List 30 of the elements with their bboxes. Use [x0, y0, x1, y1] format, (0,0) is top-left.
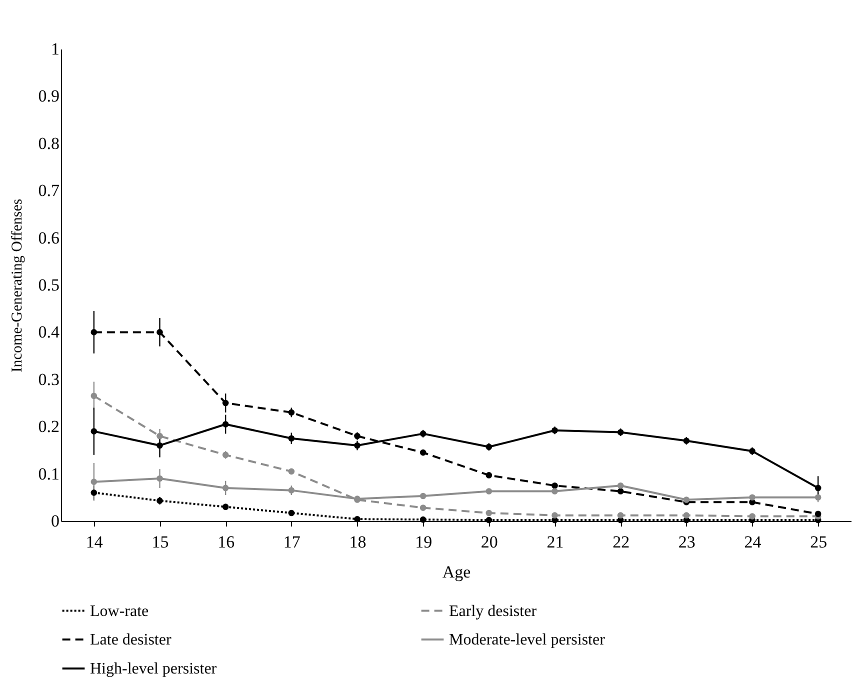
y-tick-label: 0.8 [38, 134, 60, 153]
legend-label: Moderate-level persister [449, 632, 606, 648]
x-tick-label: 18 [349, 532, 366, 552]
y-tick-label: 0.9 [38, 86, 60, 106]
y-tick-label: 0.4 [38, 322, 60, 342]
y-tick-label: 0.3 [38, 370, 60, 389]
y-tick-label: 0.1 [38, 464, 60, 484]
y-tick-label: 0 [51, 512, 60, 530]
y-tick-label: 0.7 [38, 181, 60, 200]
y-tick-label: 1 [51, 40, 60, 58]
x-tick-label: 25 [810, 532, 828, 552]
y-tick-label: 0.5 [38, 276, 60, 294]
x-tick-label: 22 [612, 532, 630, 552]
x-tick-label: 17 [283, 532, 301, 552]
x-tick-label: 23 [678, 532, 696, 552]
legend-label: Low-rate [90, 602, 149, 620]
x-tick-label: 24 [744, 532, 762, 552]
y-tick-label: 0.6 [38, 228, 60, 248]
x-tick-label: 21 [546, 532, 564, 552]
y-axis-title: Income-Generating Offenses [9, 198, 26, 372]
x-tick-label: 19 [415, 532, 432, 552]
x-axis-title: Age [442, 562, 471, 582]
x-tick-label: 20 [480, 532, 498, 552]
x-tick-label: 14 [86, 532, 104, 552]
legend-label: Early desister [449, 602, 538, 620]
x-tick-label: 16 [218, 532, 235, 552]
legend-label: Late desister [90, 632, 172, 648]
x-tick-label: 15 [152, 532, 169, 552]
legend-label: High-level persister [90, 660, 218, 678]
y-tick-label: 0.2 [38, 417, 60, 436]
